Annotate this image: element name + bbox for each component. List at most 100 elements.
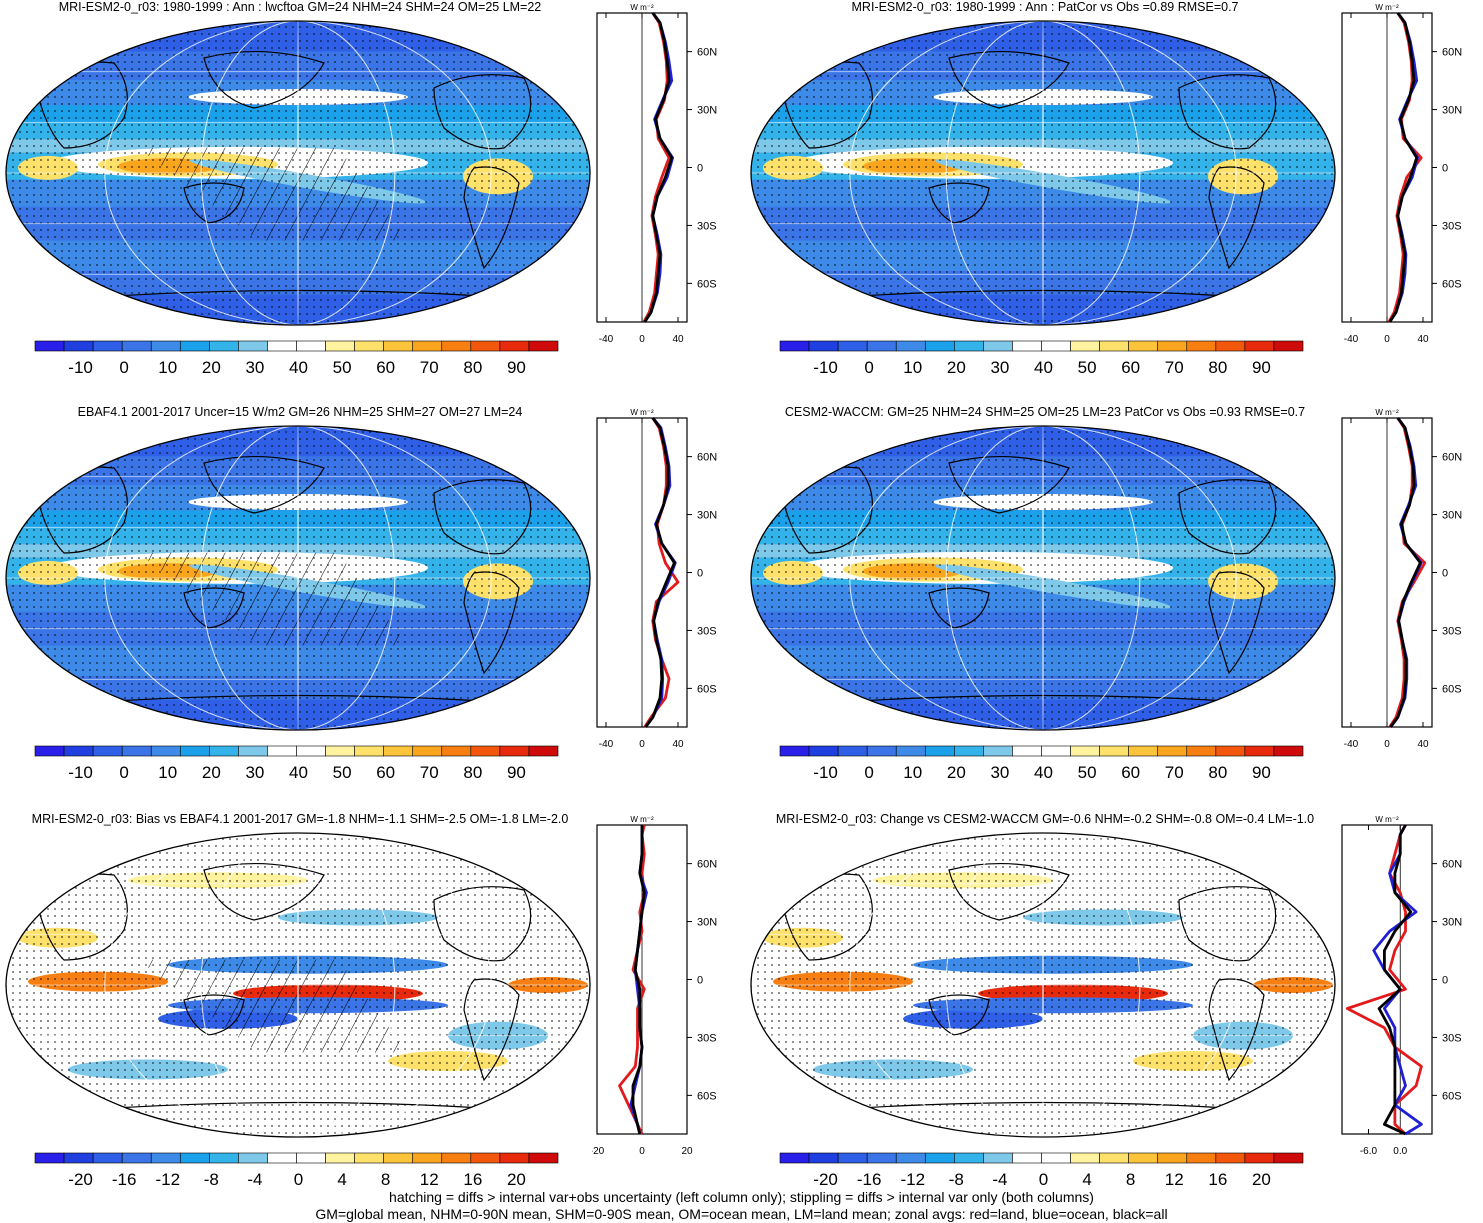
coastline	[928, 182, 990, 224]
graticule	[1042, 833, 1044, 1137]
colorbar-swatch	[412, 1152, 443, 1164]
zonal-xtick-label: 20	[681, 1146, 693, 1157]
colorbar-swatch	[983, 745, 1013, 757]
colorbar-swatch	[1186, 745, 1217, 757]
colorbar-label: 70	[1165, 358, 1184, 376]
colorbar-swatch	[238, 340, 268, 352]
panel-title: MRI-ESM2-0_r03: 1980-1999 : Ann : PatCor…	[851, 0, 1239, 14]
colorbar-label: 4	[337, 1170, 346, 1188]
colorbar-swatch	[983, 340, 1013, 352]
colorbar-swatch	[954, 745, 984, 757]
colorbar-label: 70	[420, 358, 439, 376]
graticule	[849, 833, 1237, 1137]
colorbar-label: 20	[202, 358, 221, 376]
coastline	[1178, 74, 1277, 150]
panel-3: EBAF4.1 2001-2017 Uncer=15 W/m2 GM=26 NH…	[0, 405, 740, 810]
colorbar-label: 80	[1208, 358, 1227, 376]
colorbar-label: 30	[245, 763, 264, 781]
graticule	[1042, 426, 1044, 730]
colorbar-swatch	[238, 745, 268, 757]
coastline	[948, 455, 1070, 514]
colorbar-swatch	[1128, 340, 1159, 352]
colorbar-swatch	[383, 745, 414, 757]
colorbar-label: -20	[68, 1170, 93, 1188]
zonal-ytick-label: 30N	[697, 917, 717, 929]
zonal-line-all	[1388, 12, 1419, 323]
graticule	[945, 21, 1141, 325]
colorbar-swatch	[296, 340, 326, 352]
colorbar-label: 90	[1252, 763, 1271, 781]
colorbar-label: -16	[857, 1170, 882, 1188]
colorbar-swatch	[1041, 745, 1071, 757]
zonal-xtick-label: -40	[599, 739, 614, 750]
coastline	[1178, 886, 1277, 962]
zonal-ytick-label: 60S	[697, 1090, 717, 1102]
map-border	[5, 425, 591, 731]
zonal-ytick-label: 60S	[697, 683, 717, 695]
colorbar-label: -4	[992, 1170, 1007, 1188]
zonal-ytick-label: 0	[697, 568, 703, 580]
graticule	[945, 426, 1141, 730]
coastline	[463, 571, 520, 675]
map	[5, 832, 591, 1138]
colorbar-swatch	[441, 340, 472, 352]
colorbar-label: 80	[463, 358, 482, 376]
panel-title: MRI-ESM2-0_r03: Change vs CESM2-WACCM GM…	[775, 812, 1315, 826]
graticule	[104, 21, 492, 325]
zonal-unit: W m⁻²	[1375, 3, 1399, 12]
coastline	[203, 455, 325, 514]
hatching	[138, 959, 408, 1053]
zonal-ytick-label: 30N	[697, 510, 717, 522]
panel-4: CESM2-WACCM: GM=25 NHM=24 SHM=25 OM=25 L…	[745, 405, 1483, 810]
colorbar-swatch	[983, 1152, 1013, 1164]
colorbar-swatch	[470, 745, 501, 757]
zonal-mean-plot: W m⁻² 60N 30N 0 30S 60S -6.0 0.0	[1341, 815, 1462, 1157]
graticule	[104, 833, 492, 1137]
colorbar: -10 0 10 20 30 40 50 60 70 80 90	[34, 745, 559, 781]
colorbar-label: 10	[903, 763, 922, 781]
zonal-mean-plot: W m⁻² 60N 30N 0 30S 60S -20 0 20	[592, 815, 717, 1157]
zonal-xtick-label: 0	[639, 739, 645, 750]
coastline	[1208, 571, 1265, 675]
colorbar-label: 60	[376, 763, 395, 781]
footer-line-2: GM=global mean, NHM=0-90N mean, SHM=0-90…	[315, 1206, 1168, 1222]
colorbar-swatch	[179, 340, 210, 352]
panel-title: MRI-ESM2-0_r03: Bias vs EBAF4.1 2001-201…	[31, 812, 569, 826]
zonal-line-all	[1377, 824, 1413, 1136]
zonal-ytick-label: 30N	[1442, 510, 1462, 522]
colorbar-label: 40	[289, 358, 308, 376]
colorbar-label: 40	[289, 763, 308, 781]
panel-title: EBAF4.1 2001-2017 Uncer=15 W/m2 GM=26 NH…	[77, 405, 523, 419]
colorbar-swatch	[1041, 340, 1071, 352]
colorbar-swatch	[1012, 340, 1042, 352]
colorbar-swatch	[924, 1152, 955, 1164]
colorbar-swatch	[1157, 340, 1188, 352]
colorbar-swatch	[354, 1152, 384, 1164]
zonal-unit: W m⁻²	[630, 408, 654, 417]
zonal-frame	[1341, 824, 1433, 1135]
colorbar-label: -10	[813, 358, 838, 376]
zonal-ytick-label: 60S	[1442, 683, 1462, 695]
colorbar-label: 0	[119, 358, 128, 376]
colorbar-label: 90	[1252, 358, 1271, 376]
colorbar: -10 0 10 20 30 40 50 60 70 80 90	[779, 745, 1304, 781]
graticule	[297, 426, 299, 730]
zonal-mean-plot: W m⁻² 60N 30N 0 30S 60S -40 0 40	[596, 3, 717, 345]
colorbar-label: 60	[1121, 358, 1140, 376]
graticule	[1042, 21, 1044, 325]
coastline	[183, 587, 245, 629]
colorbar-swatch	[441, 1152, 472, 1164]
zonal-xtick-label: -40	[1344, 739, 1359, 750]
zonal-ytick-label: 30S	[697, 220, 717, 232]
colorbar-swatch	[924, 745, 955, 757]
colorbar-label: -20	[813, 1170, 838, 1188]
colorbar-swatch	[412, 745, 443, 757]
colorbar-swatch	[470, 1152, 501, 1164]
colorbar-label: 0	[1039, 1170, 1048, 1188]
colorbar-swatch	[924, 340, 955, 352]
colorbar-label: 10	[903, 358, 922, 376]
coastline	[463, 166, 520, 270]
map	[5, 20, 591, 326]
colorbar-swatch	[1244, 745, 1275, 757]
colorbar-swatch	[209, 745, 239, 757]
